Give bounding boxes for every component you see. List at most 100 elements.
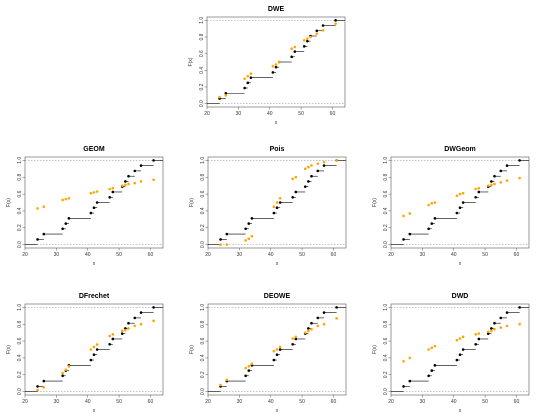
ecdf-point — [139, 164, 143, 167]
fitted-cdf-point — [64, 197, 68, 201]
ecdf-point — [95, 201, 99, 204]
y-tick-label: 1.0 — [383, 304, 389, 311]
fitted-cdf-point — [127, 327, 130, 330]
y-axis-label: F(x) — [189, 345, 195, 354]
fitted-cdf-point — [458, 337, 462, 340]
y-tick-label: 0.8 — [17, 174, 23, 181]
fitted-cdf-point — [219, 383, 222, 387]
fitted-cdf-point — [294, 175, 298, 179]
fitted-cdf-point — [455, 338, 459, 342]
fitted-cdf-point — [477, 332, 481, 335]
fitted-cdf-point — [306, 37, 309, 40]
plot-frame — [206, 16, 346, 108]
fitted-cdf-point — [95, 343, 99, 346]
plot-frame — [390, 156, 530, 249]
fitted-cdf-point — [36, 388, 39, 392]
x-tick-label: 50 — [116, 252, 122, 258]
x-tick-label: 40 — [267, 111, 273, 117]
y-tick-label: 0.0 — [383, 388, 389, 395]
ecdf-point — [430, 222, 434, 225]
fitted-cdf-point — [244, 366, 247, 370]
fitted-cdf-point — [402, 359, 405, 363]
chart-panel-6: DEOWE 20 30 40 50 60 0.0 0.2 0.4 0.6 0.8 1.0 x F(x) — [189, 293, 347, 414]
ecdf-point — [244, 227, 247, 231]
fitted-cdf-point — [244, 239, 247, 242]
ecdf-point — [458, 353, 462, 357]
x-axis-label: x — [93, 408, 96, 414]
y-tick-label: 0.0 — [199, 100, 205, 107]
ecdf-point — [246, 81, 250, 85]
plot-frame — [24, 156, 164, 249]
x-tick-label: 50 — [482, 399, 488, 405]
fitted-cdf-point — [127, 182, 130, 186]
ecdf-point — [225, 232, 229, 236]
fitted-cdf-point — [486, 184, 490, 187]
x-tick-label: 30 — [54, 399, 60, 405]
fitted-cdf-point — [278, 196, 282, 200]
y-tick-label: 0.8 — [200, 174, 206, 181]
ecdf-point — [493, 321, 496, 325]
y-axis-label: F(x) — [189, 198, 195, 207]
fitted-cdf-point — [275, 201, 279, 204]
ecdf-point — [316, 169, 320, 173]
fitted-cdf-point — [307, 329, 310, 333]
x-axis-label: x — [275, 120, 278, 126]
ecdf-point — [315, 29, 319, 33]
fitted-cdf-point — [124, 328, 127, 332]
fitted-cdf-point — [133, 324, 137, 328]
fitted-cdf-point — [246, 74, 250, 78]
ecdf-point — [92, 353, 96, 357]
fitted-cdf-point — [303, 331, 307, 334]
chart-panel-1: DWE 20 30 40 50 60 0.0 0.2 0.4 0.6 0.8 1.0 x F(x) — [188, 6, 346, 126]
fitted-cdf-point — [272, 349, 276, 353]
ecdf-point — [290, 55, 293, 59]
ecdf-point — [433, 217, 437, 220]
fitted-cdf-point — [274, 63, 278, 66]
ecdf-point — [505, 311, 509, 314]
ecdf-point — [461, 348, 465, 351]
ecdf-point — [120, 332, 124, 335]
panel-title: Pois — [270, 146, 285, 153]
y-tick-label: 0.4 — [383, 207, 389, 214]
fitted-cdf-point — [291, 337, 294, 340]
x-tick-label: 40 — [451, 399, 457, 405]
ecdf-point — [310, 174, 313, 178]
x-tick-label: 20 — [204, 111, 210, 117]
ecdf-point — [278, 201, 282, 204]
x-axis-label: x — [93, 261, 96, 267]
fitted-cdf-point — [120, 329, 124, 333]
y-tick-label: 0.4 — [383, 354, 389, 361]
ecdf-point — [486, 332, 490, 335]
ecdf-point — [152, 159, 155, 162]
y-tick-label: 0.2 — [17, 371, 23, 378]
y-tick-label: 0.6 — [200, 337, 206, 344]
fitted-cdf-point — [322, 160, 326, 164]
ecdf-point — [458, 206, 462, 210]
plot-frame — [207, 156, 347, 249]
fitted-cdf-point — [461, 191, 465, 195]
fitted-cdf-point — [433, 344, 437, 348]
fitted-cdf-point — [218, 95, 221, 99]
fitted-cdf-point — [307, 165, 310, 169]
ecdf-point — [247, 222, 251, 225]
ecdf-point — [474, 342, 477, 346]
fitted-cdf-point — [474, 187, 477, 191]
y-tick-label: 0.8 — [17, 321, 23, 328]
x-axis-label: x — [276, 261, 279, 267]
fitted-cdf-point — [499, 180, 503, 184]
ecdf-point — [127, 174, 130, 178]
ecdf-point — [493, 174, 496, 178]
ecdf-point — [127, 321, 130, 325]
fitted-cdf-point — [315, 32, 319, 35]
ecdf-point — [249, 76, 253, 79]
y-tick-label: 0.4 — [200, 354, 206, 361]
fitted-cdf-point — [302, 39, 306, 42]
y-tick-label: 0.8 — [383, 321, 389, 328]
ecdf-point — [36, 385, 39, 388]
x-tick-label: 60 — [148, 399, 154, 405]
chart-panel-5: DFrechet 20 30 40 50 60 0.0 0.2 0.4 0.6 0.8 1.0 x F(x… — [6, 293, 164, 414]
x-tick-label: 30 — [236, 111, 242, 117]
ecdf-point — [408, 379, 412, 383]
x-axis-label: x — [276, 408, 279, 414]
